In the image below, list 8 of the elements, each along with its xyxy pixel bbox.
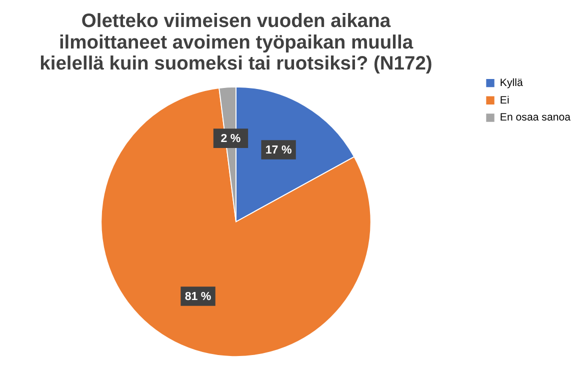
data-label: 2 % [220, 133, 241, 146]
chart-title: Oletteko viimeisen vuoden aikana ilmoittaneet avoimen työpaikan muulla kielellä kuin suomeksi tai ruotsiksi? (N172) [40, 11, 432, 75]
legend-label: Ei [500, 94, 510, 106]
data-label: 81 % [184, 291, 212, 304]
data-label: 17 % [265, 144, 292, 157]
legend-label: Kyllä [500, 76, 523, 89]
legend-label: En osaa sanoa [500, 112, 571, 124]
pie-slice [100, 87, 372, 357]
